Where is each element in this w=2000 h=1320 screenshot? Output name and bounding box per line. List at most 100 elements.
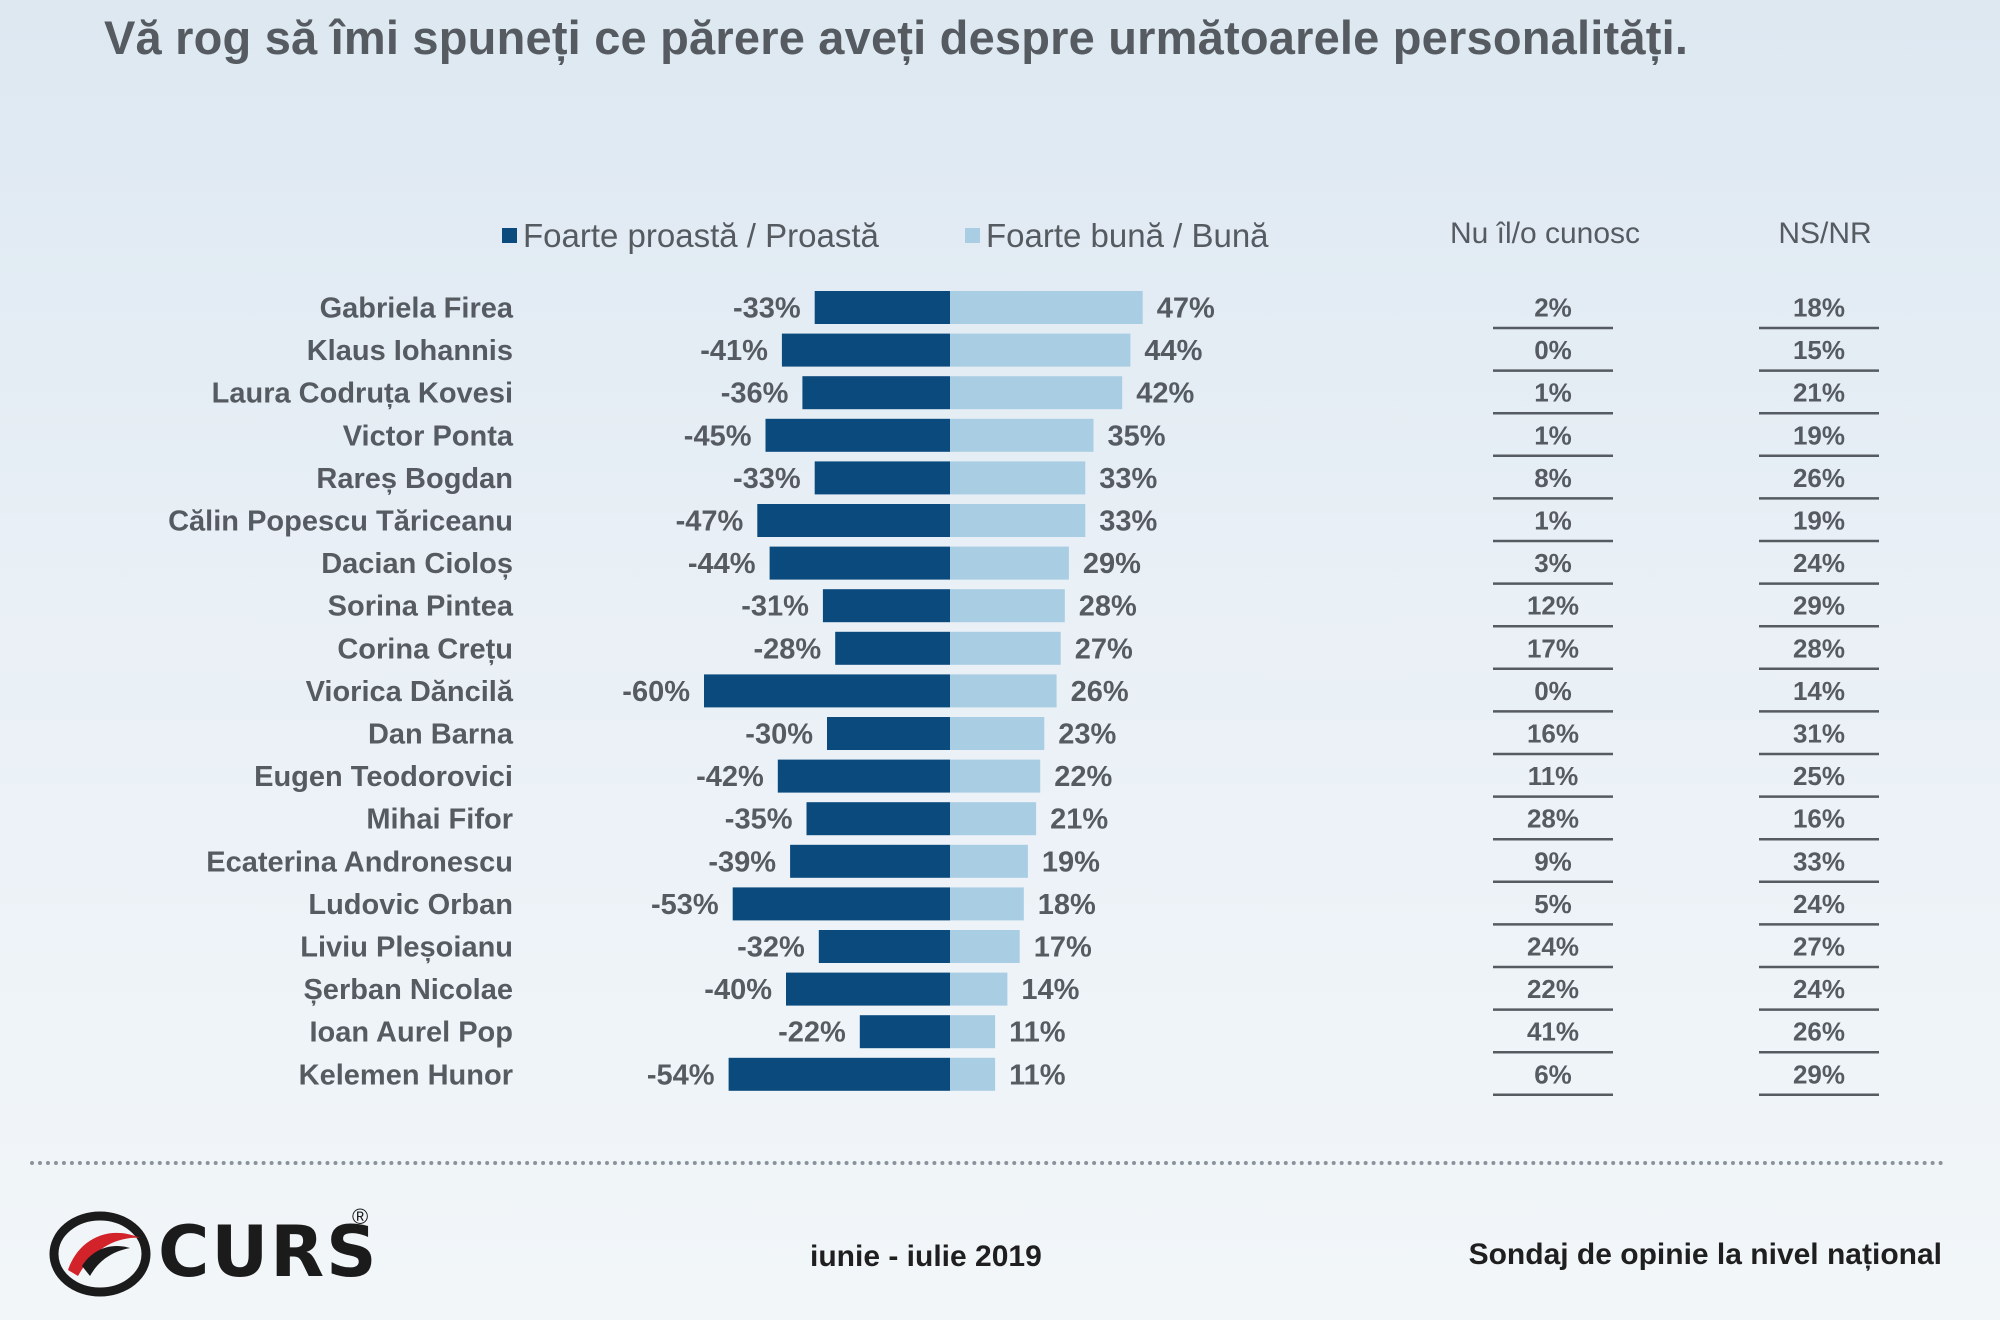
label-negative: -28% bbox=[753, 633, 821, 665]
person-name: Șerban Nicolae bbox=[303, 974, 513, 1006]
label-positive: 27% bbox=[1075, 633, 1133, 665]
nsnr-value: 26% bbox=[1793, 1017, 1845, 1047]
bar-negative bbox=[835, 631, 950, 665]
label-negative: -41% bbox=[700, 335, 768, 367]
nsnr-value: 19% bbox=[1793, 506, 1845, 536]
person-name: Kelemen Hunor bbox=[299, 1059, 513, 1091]
bar-negative bbox=[818, 930, 950, 963]
label-negative: -31% bbox=[741, 591, 809, 623]
nsnr-value: 29% bbox=[1793, 591, 1845, 621]
label-negative: -45% bbox=[684, 420, 752, 452]
bar-positive bbox=[950, 930, 1020, 963]
registered-mark: ® bbox=[352, 1204, 369, 1229]
bar-negative bbox=[859, 1015, 950, 1049]
label-positive: 19% bbox=[1042, 846, 1100, 878]
nsnr-value: 24% bbox=[1793, 974, 1845, 1004]
bar-negative bbox=[806, 802, 950, 836]
person-name: Dan Barna bbox=[368, 719, 514, 751]
bar-negative bbox=[790, 844, 950, 878]
person-name: Ludovic Orban bbox=[308, 889, 513, 921]
label-positive: 11% bbox=[1009, 1017, 1066, 1049]
label-positive: 23% bbox=[1058, 719, 1116, 751]
legend-negative-label: Foarte proastă / Proastă bbox=[523, 217, 879, 254]
person-name: Rareș Bogdan bbox=[316, 463, 513, 495]
unknown-value: 0% bbox=[1534, 335, 1572, 365]
footer-divider bbox=[30, 1161, 1945, 1165]
bar-positive bbox=[950, 589, 1065, 623]
person-name: Sorina Pintea bbox=[328, 591, 514, 623]
nsnr-value: 19% bbox=[1793, 420, 1845, 450]
bar-negative bbox=[802, 376, 950, 410]
label-negative: -42% bbox=[696, 761, 764, 793]
bar-negative bbox=[822, 589, 950, 623]
unknown-value: 2% bbox=[1534, 293, 1572, 323]
unknown-value: 9% bbox=[1534, 846, 1572, 876]
label-negative: -35% bbox=[725, 804, 793, 836]
person-name: Eugen Teodorovici bbox=[254, 761, 513, 793]
bar-positive bbox=[950, 972, 1008, 1006]
person-name: Gabriela Firea bbox=[320, 293, 514, 325]
bar-negative bbox=[732, 887, 950, 921]
label-positive: 47% bbox=[1157, 293, 1215, 325]
label-negative: -36% bbox=[721, 378, 789, 410]
nsnr-value: 31% bbox=[1793, 719, 1845, 749]
unknown-value: 8% bbox=[1534, 463, 1572, 493]
label-positive: 28% bbox=[1079, 591, 1137, 623]
legend-negative: Foarte proastă / Proastă bbox=[502, 216, 879, 256]
label-negative: -47% bbox=[676, 506, 744, 538]
person-name: Liviu Pleșoianu bbox=[300, 932, 513, 964]
chart-title: Vă rog să îmi spuneți ce părere aveți de… bbox=[104, 11, 1689, 64]
unknown-value: 3% bbox=[1534, 548, 1572, 578]
label-positive: 17% bbox=[1034, 932, 1092, 964]
unknown-value: 41% bbox=[1527, 1017, 1579, 1047]
unknown-value: 28% bbox=[1527, 804, 1579, 834]
person-name: Klaus Iohannis bbox=[307, 335, 513, 367]
bar-positive bbox=[950, 887, 1024, 921]
person-name: Călin Popescu Tăriceanu bbox=[168, 506, 513, 538]
nsnr-value: 29% bbox=[1793, 1059, 1845, 1089]
label-positive: 33% bbox=[1099, 506, 1157, 538]
nsnr-value: 24% bbox=[1793, 889, 1845, 919]
label-negative: -54% bbox=[647, 1059, 715, 1091]
unknown-value: 24% bbox=[1527, 932, 1579, 962]
label-positive: 18% bbox=[1038, 889, 1096, 921]
person-name: Mihai Fifor bbox=[366, 804, 513, 836]
nsnr-value: 15% bbox=[1793, 335, 1845, 365]
legend-swatch-negative bbox=[502, 227, 517, 243]
bar-negative bbox=[786, 972, 950, 1006]
label-positive: 33% bbox=[1099, 463, 1157, 495]
bar-positive bbox=[950, 461, 1086, 495]
bar-negative bbox=[814, 291, 950, 324]
bar-negative bbox=[827, 717, 950, 750]
label-positive: 35% bbox=[1108, 420, 1166, 452]
bar-positive bbox=[950, 631, 1061, 665]
bar-positive bbox=[950, 717, 1045, 750]
nsnr-value: 18% bbox=[1793, 293, 1845, 323]
label-negative: -53% bbox=[651, 889, 719, 921]
unknown-value: 5% bbox=[1534, 889, 1572, 919]
bar-negative bbox=[704, 674, 950, 708]
bar-positive bbox=[950, 333, 1131, 367]
label-negative: -60% bbox=[622, 676, 690, 708]
column-header-nsnr: NS/NR bbox=[1778, 217, 1872, 250]
nsnr-value: 25% bbox=[1793, 761, 1845, 791]
bar-positive bbox=[950, 418, 1094, 452]
label-negative: -30% bbox=[745, 719, 813, 751]
curs-logo: CURS ® bbox=[48, 1204, 388, 1300]
label-positive: 11% bbox=[1009, 1059, 1066, 1091]
label-positive: 21% bbox=[1050, 804, 1108, 836]
bar-positive bbox=[950, 759, 1041, 793]
unknown-value: 17% bbox=[1527, 633, 1579, 663]
bar-positive bbox=[950, 291, 1143, 324]
unknown-value: 22% bbox=[1527, 974, 1579, 1004]
nsnr-value: 16% bbox=[1793, 804, 1845, 834]
nsnr-value: 28% bbox=[1793, 633, 1845, 663]
bar-positive bbox=[950, 1015, 996, 1049]
label-positive: 26% bbox=[1071, 676, 1129, 708]
person-name: Laura Codruța Kovesi bbox=[212, 378, 513, 410]
nsnr-value: 27% bbox=[1793, 932, 1845, 962]
bar-positive bbox=[950, 802, 1037, 836]
curs-logo-text: CURS bbox=[158, 1211, 379, 1293]
bar-negative bbox=[757, 504, 950, 537]
unknown-value: 6% bbox=[1534, 1059, 1572, 1089]
